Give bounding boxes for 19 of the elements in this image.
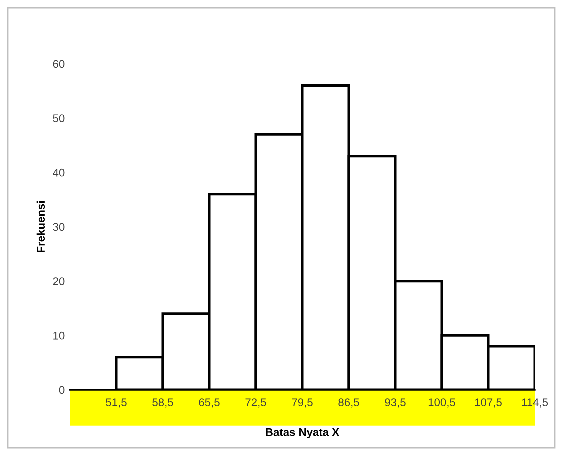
x-tick-label: 86,5	[338, 398, 360, 408]
y-axis-title: Frekuensi	[36, 202, 46, 252]
x-tick-label: 51,5	[106, 398, 127, 408]
y-tick-label: 20	[53, 278, 65, 286]
y-tick-label: 60	[53, 60, 65, 68]
y-tick-label: 50	[53, 114, 65, 122]
x-tick-label: 72,5	[246, 398, 266, 408]
x-tick-label: 114,5	[522, 398, 548, 408]
x-tick-label: 107,5	[475, 398, 502, 408]
x-tick-label: 65,5	[199, 398, 220, 408]
y-tick-label: 30	[53, 223, 65, 232]
x-tick-label: 100,5	[428, 398, 456, 408]
y-tick-label: 40	[53, 168, 65, 177]
x-tick-label: 93,5	[385, 398, 406, 408]
y-tick-label: 0	[59, 386, 65, 394]
x-tick-label: 79,5	[292, 398, 313, 408]
x-axis-title: Batas Nyata X	[266, 428, 340, 438]
x-tick-label: 58,5	[152, 398, 174, 408]
y-tick-label: 10	[54, 332, 65, 340]
